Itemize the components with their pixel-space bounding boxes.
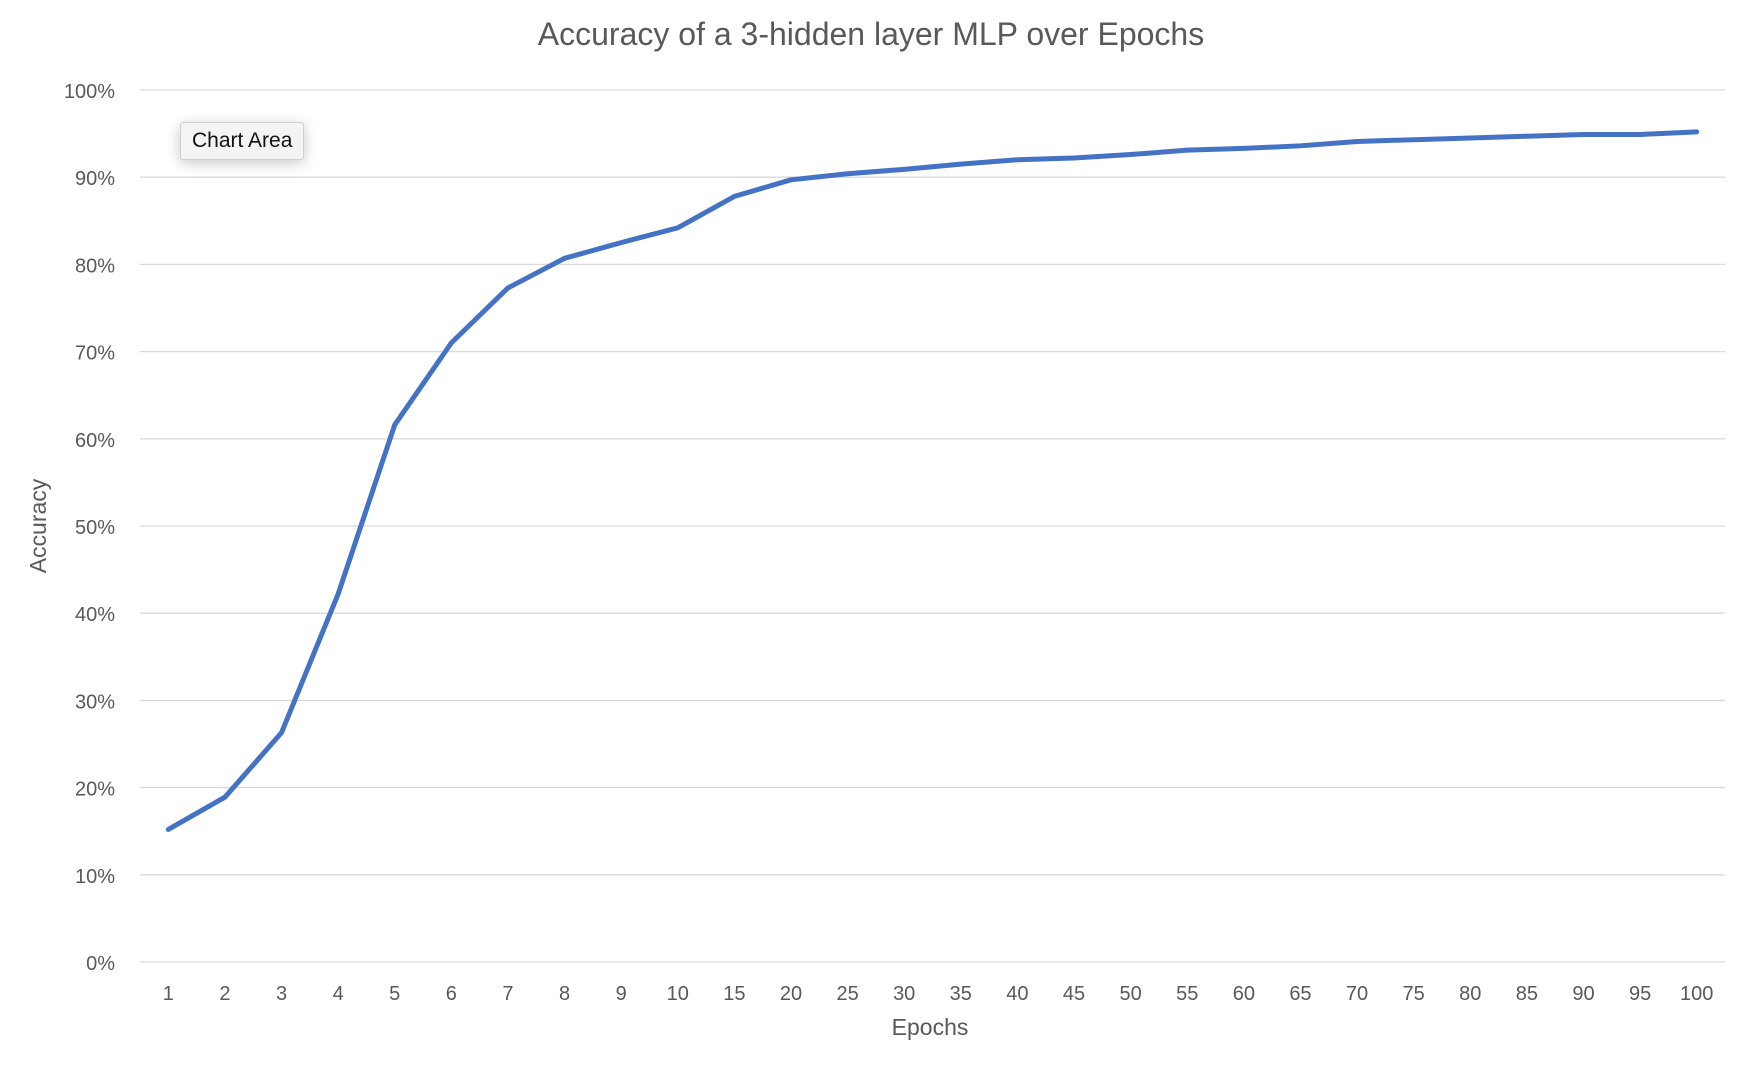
series-layer — [161, 125, 1704, 836]
chart-area-tooltip: Chart Area — [180, 122, 305, 160]
data-point[interactable] — [1293, 139, 1307, 153]
x-tick-label: 100 — [1680, 983, 1713, 1005]
data-point[interactable] — [1124, 148, 1138, 162]
data-point[interactable] — [897, 162, 911, 176]
x-tick-label: 1 — [163, 983, 174, 1005]
data-point[interactable] — [1067, 151, 1081, 165]
data-point[interactable] — [444, 336, 458, 350]
x-tick-label: 10 — [667, 983, 689, 1005]
data-point[interactable] — [1633, 127, 1647, 141]
data-point[interactable] — [727, 189, 741, 203]
x-tick-label: 7 — [502, 983, 513, 1005]
y-tick-label: 80% — [75, 255, 115, 277]
data-point[interactable] — [558, 251, 572, 265]
data-point[interactable] — [1463, 131, 1477, 145]
data-point[interactable] — [841, 167, 855, 181]
x-tick-label: 50 — [1120, 983, 1142, 1005]
y-tick-label: 50% — [75, 517, 115, 539]
x-tick-label: 5 — [389, 983, 400, 1005]
data-point[interactable] — [1237, 141, 1251, 155]
y-tick-label: 40% — [75, 604, 115, 626]
data-point[interactable] — [331, 587, 345, 601]
y-axis-tick-labels: 0% 10% 20% 30% 40% 50% 60% 70% 80% 90% 100% — [64, 81, 115, 975]
y-tick-label: 30% — [75, 691, 115, 713]
data-point[interactable] — [1180, 143, 1194, 157]
x-tick-label: 40 — [1006, 983, 1028, 1005]
x-tick-label: 90 — [1572, 983, 1594, 1005]
x-tick-label: 95 — [1629, 983, 1651, 1005]
data-point[interactable] — [1520, 129, 1534, 143]
x-tick-label: 75 — [1403, 983, 1425, 1005]
x-tick-label: 35 — [950, 983, 972, 1005]
x-tick-label: 4 — [333, 983, 344, 1005]
x-axis-title: Epochs — [892, 1014, 969, 1040]
x-tick-label: 3 — [276, 983, 287, 1005]
y-axis-title: Accuracy — [25, 478, 51, 573]
data-point[interactable] — [784, 173, 798, 187]
y-tick-label: 20% — [75, 779, 115, 801]
x-tick-label: 25 — [836, 983, 858, 1005]
x-tick-label: 80 — [1459, 983, 1481, 1005]
data-point[interactable] — [1576, 127, 1590, 141]
x-tick-label: 6 — [446, 983, 457, 1005]
x-tick-label: 60 — [1233, 983, 1255, 1005]
x-tick-label: 45 — [1063, 983, 1085, 1005]
y-tick-label: 0% — [86, 953, 115, 975]
data-point[interactable] — [1010, 153, 1024, 167]
x-tick-label: 65 — [1289, 983, 1311, 1005]
x-tick-label: 30 — [893, 983, 915, 1005]
data-point[interactable] — [614, 236, 628, 250]
y-tick-label: 10% — [75, 866, 115, 888]
data-point[interactable] — [161, 822, 175, 836]
data-point[interactable] — [218, 790, 232, 804]
x-axis-tick-labels: 1 2 3 4 5 6 7 8 9 10 15 20 25 30 35 40 45 50 55 60 65 70 75 80 8… — [163, 983, 1714, 1005]
data-point[interactable] — [388, 418, 402, 432]
y-tick-label: 100% — [64, 81, 115, 103]
x-tick-label: 85 — [1516, 983, 1538, 1005]
x-tick-label: 15 — [723, 983, 745, 1005]
x-tick-label: 20 — [780, 983, 802, 1005]
data-point[interactable] — [275, 726, 289, 740]
x-tick-label: 2 — [219, 983, 230, 1005]
accuracy-series-line[interactable] — [165, 129, 1700, 832]
data-point[interactable] — [1407, 133, 1421, 147]
data-point[interactable] — [671, 221, 685, 235]
x-tick-label: 8 — [559, 983, 570, 1005]
y-tick-label: 90% — [75, 168, 115, 190]
x-tick-label: 55 — [1176, 983, 1198, 1005]
x-tick-label: 9 — [616, 983, 627, 1005]
x-tick-label: 70 — [1346, 983, 1368, 1005]
gridlines — [140, 89, 1725, 963]
data-point[interactable] — [1690, 125, 1704, 139]
data-point[interactable] — [954, 157, 968, 171]
data-point[interactable] — [1350, 134, 1364, 148]
data-point[interactable] — [501, 281, 515, 295]
chart-title: Accuracy of a 3-hidden layer MLP over Ep… — [538, 16, 1204, 52]
y-tick-label: 60% — [75, 430, 115, 452]
y-tick-label: 70% — [75, 343, 115, 365]
